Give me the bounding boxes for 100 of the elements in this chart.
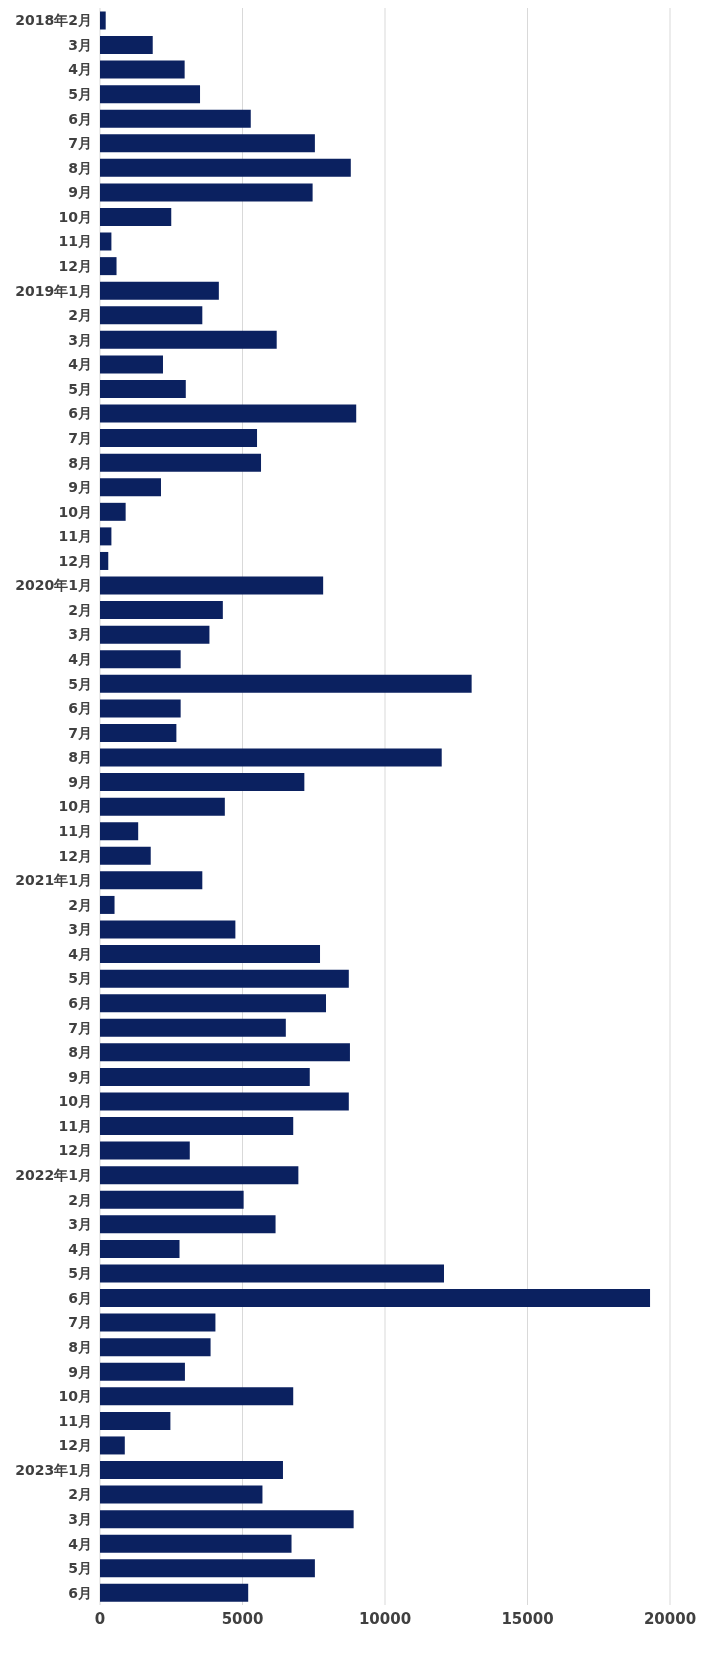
bar: [100, 797, 225, 816]
x-tick-label: 10000: [358, 1609, 412, 1628]
bar: [100, 1264, 444, 1283]
x-tick-label: 15000: [501, 1609, 554, 1628]
y-tick-label: 5月: [68, 970, 92, 987]
y-tick-label: 9月: [68, 479, 92, 496]
bar: [100, 134, 315, 153]
bar: [100, 748, 442, 767]
y-tick-label: 2月: [68, 307, 92, 324]
bar: [100, 1043, 350, 1062]
y-tick-label: 10月: [58, 503, 92, 520]
bar: [100, 871, 203, 890]
y-tick-label: 10月: [58, 208, 92, 225]
bar: [100, 85, 201, 104]
y-tick-label: 6月: [68, 110, 92, 127]
bar: [100, 1190, 244, 1209]
y-tick-label: 6月: [68, 1584, 92, 1601]
bar: [100, 674, 472, 693]
bar: [100, 478, 161, 497]
y-tick-label: 4月: [68, 1535, 92, 1552]
y-tick-label: 5月: [68, 85, 92, 102]
bar: [100, 920, 236, 939]
y-tick-label: 10月: [58, 798, 92, 815]
bar: [100, 994, 327, 1013]
bar: [100, 379, 186, 398]
bar: [100, 306, 203, 325]
y-tick-label: 2021年1月: [15, 872, 92, 889]
bar: [100, 232, 112, 251]
bar: [100, 551, 109, 570]
bar: [100, 1534, 292, 1553]
bar: [100, 109, 251, 128]
y-tick-label: 11月: [58, 233, 92, 250]
y-tick-label: 4月: [68, 356, 92, 373]
y-tick-label: 7月: [68, 429, 92, 446]
bar: [100, 945, 321, 964]
bar: [100, 969, 349, 988]
y-tick-label: 8月: [68, 749, 92, 766]
bar: [100, 1485, 263, 1504]
bar: [100, 1510, 354, 1529]
y-tick-label: 3月: [68, 36, 92, 53]
y-tick-label: 5月: [68, 380, 92, 397]
bar: [100, 699, 181, 718]
bar: [100, 625, 210, 644]
y-tick-label: 3月: [68, 626, 92, 643]
y-tick-label: 12月: [58, 847, 92, 864]
y-tick-label: 11月: [58, 1412, 92, 1429]
y-tick-label: 11月: [58, 528, 92, 545]
bar: [100, 1338, 211, 1357]
y-tick-label: 12月: [58, 1437, 92, 1454]
bar: [100, 1436, 125, 1455]
y-tick-label: 11月: [58, 1117, 92, 1134]
x-tick-label: 20000: [643, 1609, 697, 1628]
y-tick-label: 12月: [58, 257, 92, 274]
bar: [100, 576, 324, 595]
bar: [100, 1362, 185, 1381]
bar: [100, 1411, 171, 1430]
y-tick-label: 2月: [68, 601, 92, 618]
y-tick-label: 9月: [68, 773, 92, 790]
bar: [100, 1559, 315, 1578]
y-tick-label: 5月: [68, 1265, 92, 1282]
bar: [100, 1583, 249, 1602]
y-tick-label: 3月: [68, 331, 92, 348]
y-tick-label: 8月: [68, 454, 92, 471]
x-tick-label: 0: [94, 1609, 106, 1628]
y-tick-label: 4月: [68, 945, 92, 962]
y-tick-label: 2020年1月: [15, 577, 92, 594]
bar: [100, 453, 262, 472]
y-tick-label: 10月: [58, 1093, 92, 1110]
bar: [100, 11, 106, 30]
y-tick-label: 8月: [68, 1338, 92, 1355]
y-tick-label: 6月: [68, 995, 92, 1012]
bar: [100, 404, 357, 423]
y-tick-label: 7月: [68, 1019, 92, 1036]
y-tick-label: 6月: [68, 405, 92, 422]
bar: [100, 281, 219, 300]
y-tick-label: 2018年2月: [15, 12, 92, 29]
bar: [100, 1092, 349, 1111]
y-tick-label: 9月: [68, 1068, 92, 1085]
bar: [100, 1067, 310, 1086]
bar: [100, 723, 177, 742]
bar: [100, 1387, 294, 1406]
bar: [100, 846, 151, 865]
y-tick-label: 12月: [58, 1142, 92, 1159]
bar: [100, 36, 153, 55]
y-tick-label: 7月: [68, 1314, 92, 1331]
y-tick-label: 10月: [58, 1388, 92, 1405]
bar: [100, 1239, 180, 1258]
bar: [100, 1461, 283, 1480]
y-tick-label: 6月: [68, 1289, 92, 1306]
y-tick-label: 5月: [68, 675, 92, 692]
y-tick-label: 2023年1月: [15, 1461, 92, 1478]
y-tick-label: 4月: [68, 61, 92, 78]
bar: [100, 183, 313, 202]
x-tick-label: 5000: [221, 1609, 264, 1628]
y-tick-label: 9月: [68, 184, 92, 201]
y-tick-label: 2022年1月: [15, 1167, 92, 1184]
bar: [100, 330, 277, 349]
y-tick-label: 7月: [68, 724, 92, 741]
bar: [100, 1117, 294, 1136]
bar: [100, 158, 351, 177]
